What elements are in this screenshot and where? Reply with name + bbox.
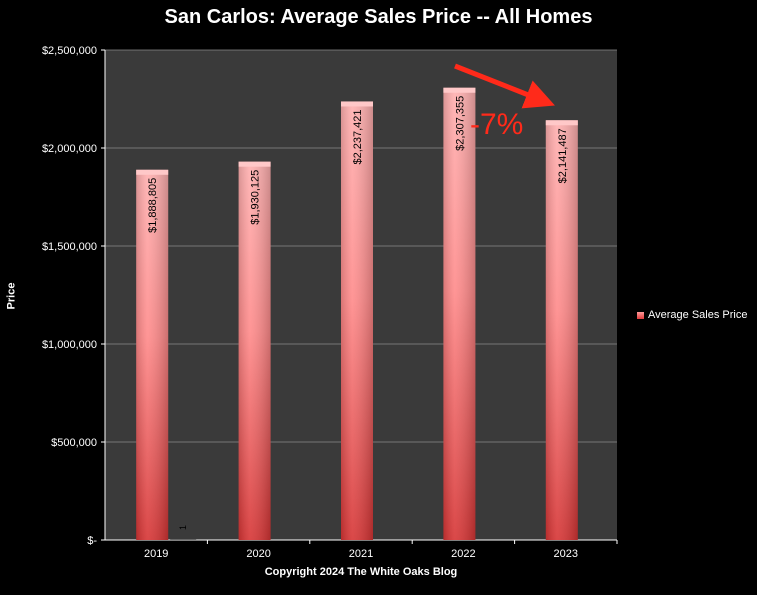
y-tick-label: $- bbox=[87, 535, 97, 547]
y-tick-label: $500,000 bbox=[51, 437, 97, 449]
bar-top bbox=[238, 161, 271, 167]
bar-shading bbox=[341, 101, 373, 540]
percent-change-annotation: -7% bbox=[470, 108, 523, 141]
legend-swatch bbox=[637, 311, 644, 319]
y-tick-label: $1,500,000 bbox=[42, 241, 97, 253]
arrow-annotation bbox=[454, 63, 555, 109]
data-label: $1,888,805 bbox=[147, 178, 159, 233]
x-tick-label: 2021 bbox=[349, 548, 373, 560]
legend-label: Average Sales Price bbox=[648, 309, 748, 321]
bar-shading bbox=[136, 169, 169, 540]
data-label: $1,930,125 bbox=[250, 170, 262, 225]
bar-series-2 bbox=[170, 539, 197, 540]
bar-top bbox=[341, 101, 373, 107]
bar-shading bbox=[443, 87, 476, 540]
bar-top bbox=[443, 87, 476, 93]
x-tick-label: 2019 bbox=[144, 548, 168, 560]
data-label: $2,237,421 bbox=[352, 109, 364, 164]
x-tick-label: 2023 bbox=[554, 548, 578, 560]
data-label: $2,307,355 bbox=[454, 96, 466, 151]
data-label-series-2: 1 bbox=[178, 525, 188, 530]
bar-shading bbox=[238, 161, 271, 540]
data-label: $2,141,487 bbox=[557, 128, 569, 183]
chart-title: San Carlos: Average Sales Price -- All H… bbox=[164, 6, 593, 28]
bar-top bbox=[545, 120, 578, 126]
x-tick-label: 2022 bbox=[451, 548, 475, 560]
bar-shading bbox=[545, 120, 578, 540]
bar-top bbox=[136, 169, 169, 175]
y-tick-label: $2,500,000 bbox=[42, 45, 97, 57]
y-tick-label: $2,000,000 bbox=[42, 143, 97, 155]
x-tick-label: 2020 bbox=[246, 548, 270, 560]
y-tick-label: $1,000,000 bbox=[42, 339, 97, 351]
x-axis-label: Copyright 2024 The White Oaks Blog bbox=[264, 566, 458, 578]
legend: Average Sales Price bbox=[637, 309, 747, 321]
